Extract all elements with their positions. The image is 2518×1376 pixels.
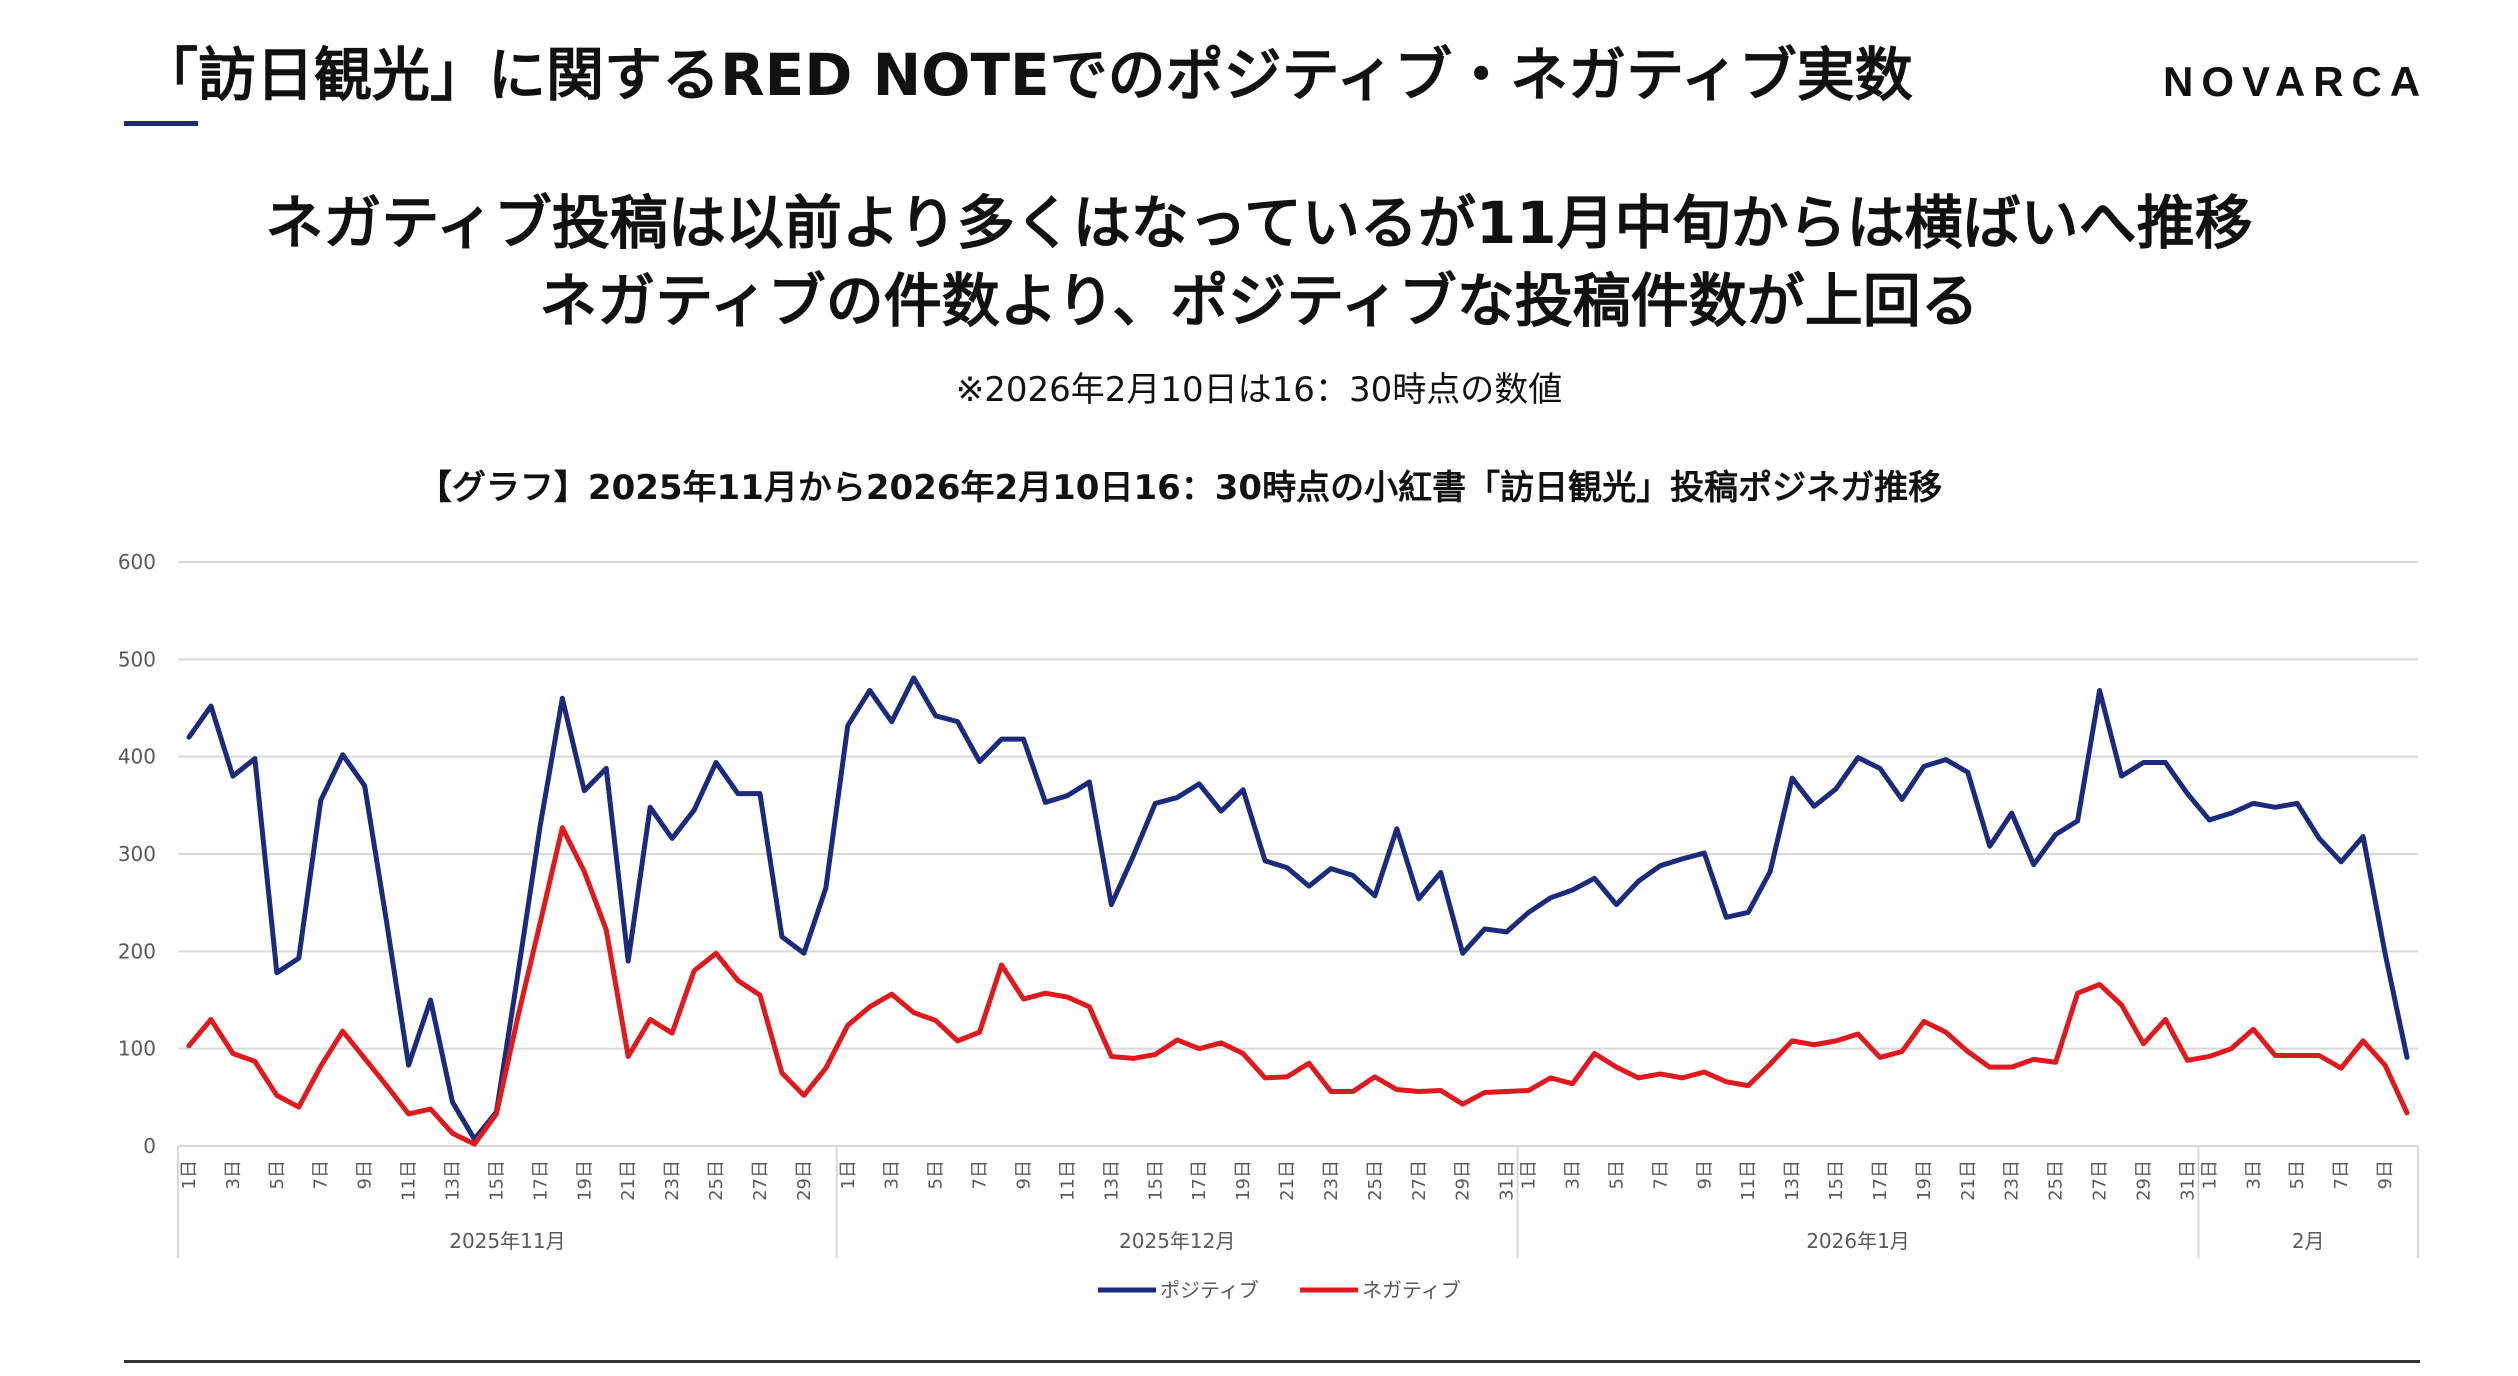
x-tick-label: 5日 — [2287, 1160, 2308, 1189]
series-layer — [186, 675, 2410, 1147]
x-tick-label: 21日 — [618, 1160, 639, 1201]
legend-label: ネガティブ — [1362, 1278, 1461, 1302]
series-line-positive — [186, 675, 2410, 1142]
x-tick-label: 31日 — [1497, 1160, 1518, 1201]
x-tick-label: 13日 — [443, 1160, 464, 1201]
x-tick-label: 15日 — [1145, 1160, 1166, 1201]
x-tick-label: 11日 — [399, 1160, 420, 1201]
x-tick-label: 19日 — [1233, 1160, 1254, 1201]
x-tick-label: 1日 — [1519, 1160, 1540, 1189]
x-tick-label: 21日 — [1277, 1160, 1298, 1201]
novarca-logo: NOVARCA — [2163, 58, 2429, 105]
x-tick-label: 9日 — [1694, 1160, 1715, 1189]
x-tick-label: 1日 — [838, 1160, 859, 1189]
x-tick-label: 7日 — [311, 1160, 332, 1189]
page-title: 「訪日観光」に関するRED NOTEでのポジティブ・ネガティブ実数 — [140, 41, 1913, 109]
x-tick-label: 11日 — [1057, 1160, 1078, 1201]
headline-line-2: ネガティブの件数より、ポジティブな投稿件数が上回る — [539, 267, 1979, 335]
x-tick-label: 3日 — [223, 1160, 244, 1189]
x-tick-label: 9日 — [1013, 1160, 1034, 1189]
y-tick-label: 200 — [118, 939, 156, 963]
y-tick-label: 300 — [118, 842, 156, 866]
month-label: 2月 — [2292, 1229, 2325, 1253]
x-tick-label: 5日 — [926, 1160, 947, 1189]
x-tick-label: 29日 — [1453, 1160, 1474, 1201]
x-tick-label: 27日 — [2090, 1160, 2111, 1201]
y-tick-label: 400 — [118, 745, 156, 769]
legend-label: ポジティブ — [1160, 1278, 1259, 1302]
legend: ポジティブ ネガティブ — [1098, 1278, 1461, 1302]
x-tick-label: 29日 — [2133, 1160, 2154, 1201]
x-tick-label: 29日 — [794, 1160, 815, 1201]
x-tick-label: 23日 — [662, 1160, 683, 1201]
x-tick-label: 19日 — [574, 1160, 595, 1201]
x-tick-label: 5日 — [1606, 1160, 1627, 1189]
x-tick-label: 3日 — [2243, 1160, 2264, 1189]
y-tick-label: 0 — [143, 1134, 156, 1158]
x-tick-label: 17日 — [1189, 1160, 1210, 1201]
x-tick-label: 13日 — [1782, 1160, 1803, 1201]
x-tick-label: 23日 — [1321, 1160, 1342, 1201]
x-tick-label: 9日 — [2375, 1160, 2396, 1189]
footer-divider — [124, 1360, 2420, 1363]
x-tick-label: 7日 — [2331, 1160, 2352, 1189]
x-tick-label: 17日 — [530, 1160, 551, 1201]
y-tick-label: 500 — [118, 647, 156, 671]
x-tick-label: 31日 — [2177, 1160, 2198, 1201]
x-tick-label: 27日 — [1409, 1160, 1430, 1201]
month-label: 2025年11月 — [449, 1229, 565, 1253]
x-tick-label: 9日 — [355, 1160, 376, 1189]
month-label: 2026年1月 — [1806, 1229, 1910, 1253]
x-tick-label: 21日 — [1958, 1160, 1979, 1201]
x-tick-label: 15日 — [486, 1160, 507, 1201]
series-line-negative — [186, 825, 2410, 1147]
x-tick-label: 7日 — [970, 1160, 991, 1189]
x-tick-label: 19日 — [1914, 1160, 1935, 1201]
x-tick-label: 15日 — [1826, 1160, 1847, 1201]
x-tick-label: 17日 — [1870, 1160, 1891, 1201]
x-tick-label: 27日 — [750, 1160, 771, 1201]
x-tick-label: 11日 — [1738, 1160, 1759, 1201]
x-tick-label: 13日 — [1101, 1160, 1122, 1201]
month-label: 2025年12月 — [1119, 1229, 1235, 1253]
x-tick-label: 1日 — [179, 1160, 200, 1189]
headline-line-1: ネガティブ投稿は以前より多くはなっているが11月中旬からは横ばいへ推移 — [265, 189, 2253, 257]
x-tick-label: 5日 — [267, 1160, 288, 1189]
y-tick-label: 600 — [118, 550, 156, 574]
y-tick-label: 100 — [118, 1037, 156, 1061]
x-tick-label: 25日 — [706, 1160, 727, 1201]
title-underline — [124, 121, 198, 126]
axis-layer: 0 100 200 300 400 500 600 1日 3日 5日 7日 9日 11日 13日 15日 17… — [118, 550, 2419, 1258]
note-text: ※2026年2月10日は16：30時点の数値 — [955, 370, 1563, 410]
x-tick-label: 25日 — [2046, 1160, 2067, 1201]
x-tick-label: 3日 — [882, 1160, 903, 1189]
x-tick-label: 23日 — [2002, 1160, 2023, 1201]
x-tick-label: 3日 — [1563, 1160, 1584, 1189]
x-tick-label: 7日 — [1650, 1160, 1671, 1189]
x-tick-label: 1日 — [2199, 1160, 2220, 1189]
x-tick-label: 25日 — [1365, 1160, 1386, 1201]
chart-title: 【グラフ】2025年11月から2026年2月10日16：30時点の小紅書「訪日観… — [418, 468, 1942, 508]
grid-layer — [178, 561, 2418, 1147]
